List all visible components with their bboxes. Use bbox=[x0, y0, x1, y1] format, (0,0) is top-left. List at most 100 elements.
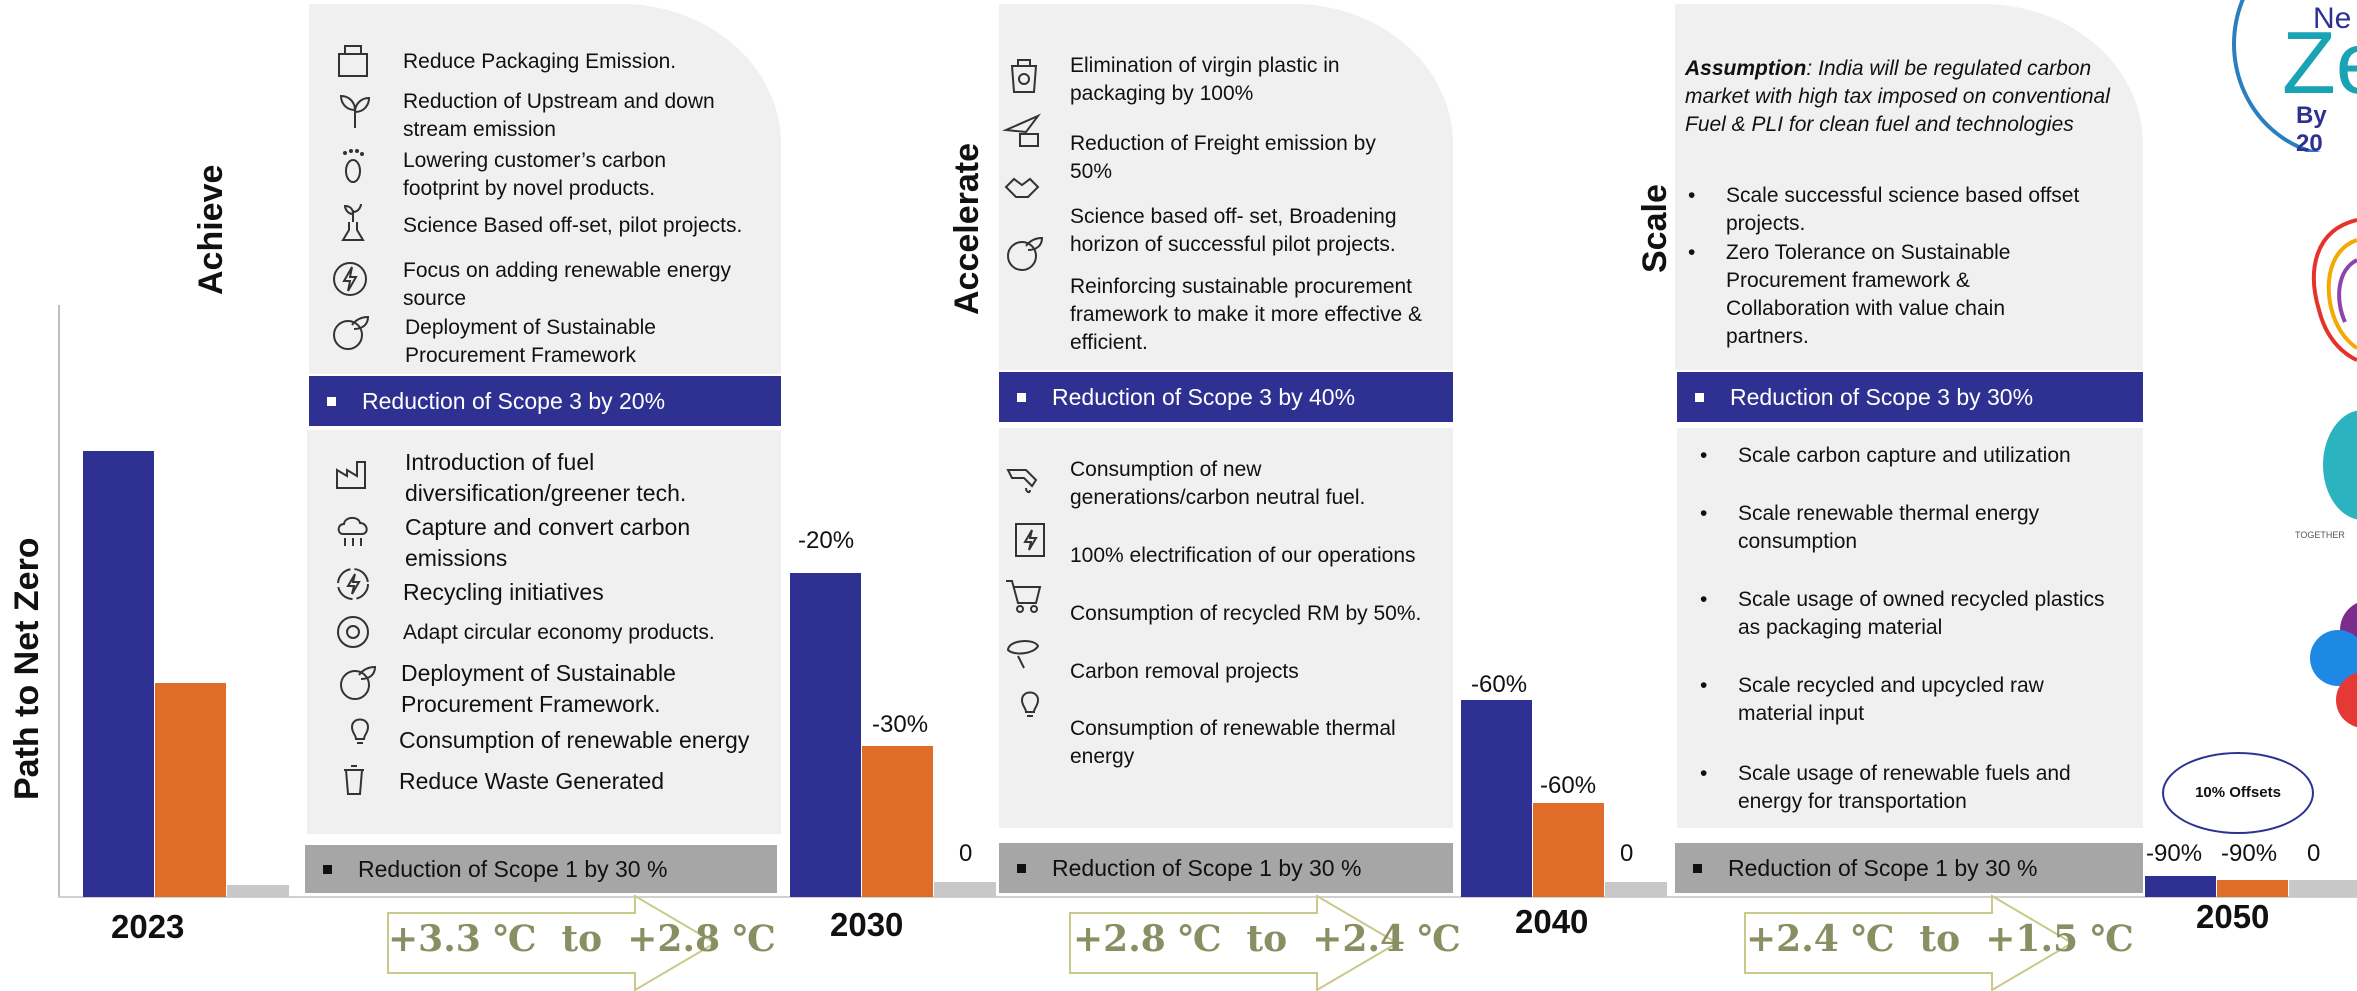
band-label: Reduction of Scope 3 by 40% bbox=[1052, 383, 1356, 410]
scale-scope1-band: Reduction of Scope 1 by 30 % bbox=[1675, 843, 2143, 893]
temp-arrow-1 bbox=[387, 894, 717, 991]
logo-zero-text: Ze bbox=[2282, 13, 2357, 112]
handshake-icon bbox=[1002, 165, 1042, 205]
achieve-scope1-item-5: Deployment of Sustainable Procurement Fr… bbox=[401, 660, 676, 717]
offsets-badge: 10% Offsets bbox=[2162, 752, 2314, 834]
bar-2023-other bbox=[227, 885, 289, 897]
accelerate-scope1-item-3: Consumption of recycled RM by 50%. bbox=[1070, 602, 1422, 625]
band-square-icon bbox=[323, 864, 332, 874]
flask-plant-icon bbox=[333, 202, 373, 242]
together-text: TOGETHER bbox=[2295, 530, 2345, 540]
band-square-icon bbox=[1693, 863, 1702, 873]
accelerate-scope1-item-2: 100% electrification of our operations bbox=[1070, 544, 1416, 567]
phase-scale: Scale bbox=[1636, 184, 1674, 273]
carbon-removal-icon bbox=[1004, 632, 1044, 672]
cart-icon bbox=[1004, 575, 1044, 615]
temp-range-2: +2.8 ℃ to +2.4 ℃ bbox=[1073, 918, 1461, 960]
band-label: Reduction of Scope 3 by 20% bbox=[362, 387, 666, 414]
freight-icon bbox=[1002, 110, 1042, 150]
globe-leaf-icon bbox=[337, 663, 377, 703]
globe-cluster-logo bbox=[2310, 600, 2357, 735]
achieve-scope1-band: Reduction of Scope 1 by 30 % bbox=[305, 845, 777, 893]
together-logo: TOGETHER bbox=[2295, 410, 2357, 540]
circular-economy-icon bbox=[333, 612, 373, 652]
colorful-ribbon-logo bbox=[2311, 218, 2357, 362]
achieve-scope1-item-1: Introduction of fuel diversification/gre… bbox=[405, 449, 687, 506]
achieve-scope1-item-6: Consumption of renewable energy bbox=[399, 727, 750, 753]
achieve-item-5: Focus on adding renewable energy source bbox=[403, 259, 732, 310]
recycle-energy-icon bbox=[333, 564, 373, 604]
year-2050: 2050 bbox=[2196, 898, 2270, 935]
achieve-item-1: Reduce Packaging Emission. bbox=[403, 50, 677, 73]
label-2040-scope3: -60% bbox=[1471, 671, 1528, 698]
scale-scope1-item-4: Scale recycled and upcycled raw material… bbox=[1700, 672, 2078, 728]
band-square-icon bbox=[1017, 392, 1026, 402]
achieve-scope3-panel bbox=[309, 4, 781, 374]
year-2040: 2040 bbox=[1515, 903, 1589, 940]
renewable-energy-icon bbox=[330, 259, 370, 299]
phase-accelerate: Accelerate bbox=[948, 142, 986, 315]
accelerate-scope1-item-1: Consumption of new generations/carbon ne… bbox=[1070, 458, 1366, 509]
co2-cloud-icon bbox=[333, 510, 373, 550]
accelerate-item-3: Science based off- set, Broadening horiz… bbox=[1070, 205, 1397, 256]
axis-line bbox=[58, 305, 60, 897]
globe-leaf-icon bbox=[330, 313, 370, 353]
phase-achieve: Achieve bbox=[192, 164, 230, 295]
bar-2030-scope3 bbox=[790, 573, 861, 897]
accelerate-item-4: Reinforcing sustainable procurement fram… bbox=[1070, 275, 1423, 354]
bar-2040-other bbox=[1605, 882, 1667, 897]
scale-assumption: Assumption: India will be regulated carb… bbox=[1685, 55, 2115, 139]
achieve-scope1-item-2: Capture and convert carbon emissions bbox=[405, 514, 691, 571]
label-2050-other: 0 bbox=[2307, 840, 2321, 867]
baseline bbox=[58, 896, 2357, 898]
band-label: Reduction of Scope 3 by 30% bbox=[1730, 383, 2034, 410]
assumption-label: Assumption bbox=[1685, 57, 1807, 80]
achieve-scope3-band: Reduction of Scope 3 by 20% bbox=[309, 376, 781, 426]
globe-leaf-icon bbox=[1004, 234, 1044, 274]
scale-item-1: Scale successful science based offset pr… bbox=[1688, 182, 2116, 238]
accelerate-scope1-item-5: Consumption of renewable thermal energy bbox=[1070, 717, 1396, 768]
achieve-scope1-item-3: Recycling initiatives bbox=[403, 579, 604, 605]
band-square-icon bbox=[1695, 392, 1704, 402]
scale-scope1-item-3: Scale usage of owned recycled plastics a… bbox=[1700, 586, 2128, 642]
fuel-nozzle-icon bbox=[1002, 460, 1042, 500]
label-2050-scope1: -90% bbox=[2221, 840, 2278, 867]
band-square-icon bbox=[327, 396, 336, 406]
band-label: Reduction of Scope 1 by 30 % bbox=[1728, 854, 2038, 881]
sprout-icon bbox=[335, 90, 375, 130]
scale-scope1-item-5: Scale usage of renewable fuels and energ… bbox=[1700, 760, 2118, 816]
accelerate-item-2: Reduction of Freight emission by 50% bbox=[1070, 132, 1376, 183]
label-2040-other: 0 bbox=[1620, 840, 1634, 867]
achieve-item-6: Deployment of Sustainable Procurement Fr… bbox=[405, 316, 656, 367]
waste-bin-icon bbox=[334, 760, 374, 800]
net-zero-logo: Ne Ze By 20 bbox=[2230, 0, 2357, 152]
bar-2040-scope1 bbox=[1533, 803, 1604, 897]
bar-2023-scope1 bbox=[155, 683, 226, 897]
scale-scope1-item-1: Scale carbon capture and utilization bbox=[1700, 442, 2118, 470]
bar-2050-scope1 bbox=[2217, 880, 2288, 897]
axis-label: Path to Net Zero bbox=[8, 537, 46, 800]
temp-range-3: +2.4 ℃ to +1.5 ℃ bbox=[1746, 918, 2134, 960]
plastic-bag-icon bbox=[1004, 54, 1044, 94]
bar-2050-other bbox=[2289, 880, 2357, 897]
offsets-label: 10% Offsets bbox=[2195, 784, 2281, 801]
accelerate-scope3-panel bbox=[999, 4, 1453, 370]
scale-scope3-band: Reduction of Scope 3 by 30% bbox=[1677, 372, 2143, 422]
achieve-item-2: Reduction of Upstream and down stream em… bbox=[403, 90, 715, 141]
together-logo-circle bbox=[2323, 410, 2357, 520]
assumption-text: : India will be regulated carbon market … bbox=[1685, 57, 2110, 136]
achieve-scope1-panel bbox=[307, 430, 781, 834]
label-2030-other: 0 bbox=[959, 840, 973, 867]
globe-red-circle bbox=[2336, 672, 2357, 728]
footprint-icon bbox=[333, 145, 373, 185]
accelerate-scope1-panel bbox=[999, 428, 1453, 828]
factory-icon bbox=[333, 452, 373, 492]
scale-scope1-item-2: Scale renewable thermal energy consumpti… bbox=[1700, 500, 2078, 556]
scale-item-2: Zero Tolerance on Sustainable Procuremen… bbox=[1688, 239, 2026, 351]
achieve-scope1-item-7: Reduce Waste Generated bbox=[399, 768, 665, 794]
lightbulb-leaf-icon bbox=[340, 709, 380, 749]
bar-2023-scope3 bbox=[83, 451, 154, 897]
temp-arrow-2 bbox=[1069, 894, 1399, 991]
temp-arrow-3 bbox=[1744, 894, 2074, 991]
accelerate-scope1-band: Reduction of Scope 1 by 30 % bbox=[999, 843, 1453, 893]
